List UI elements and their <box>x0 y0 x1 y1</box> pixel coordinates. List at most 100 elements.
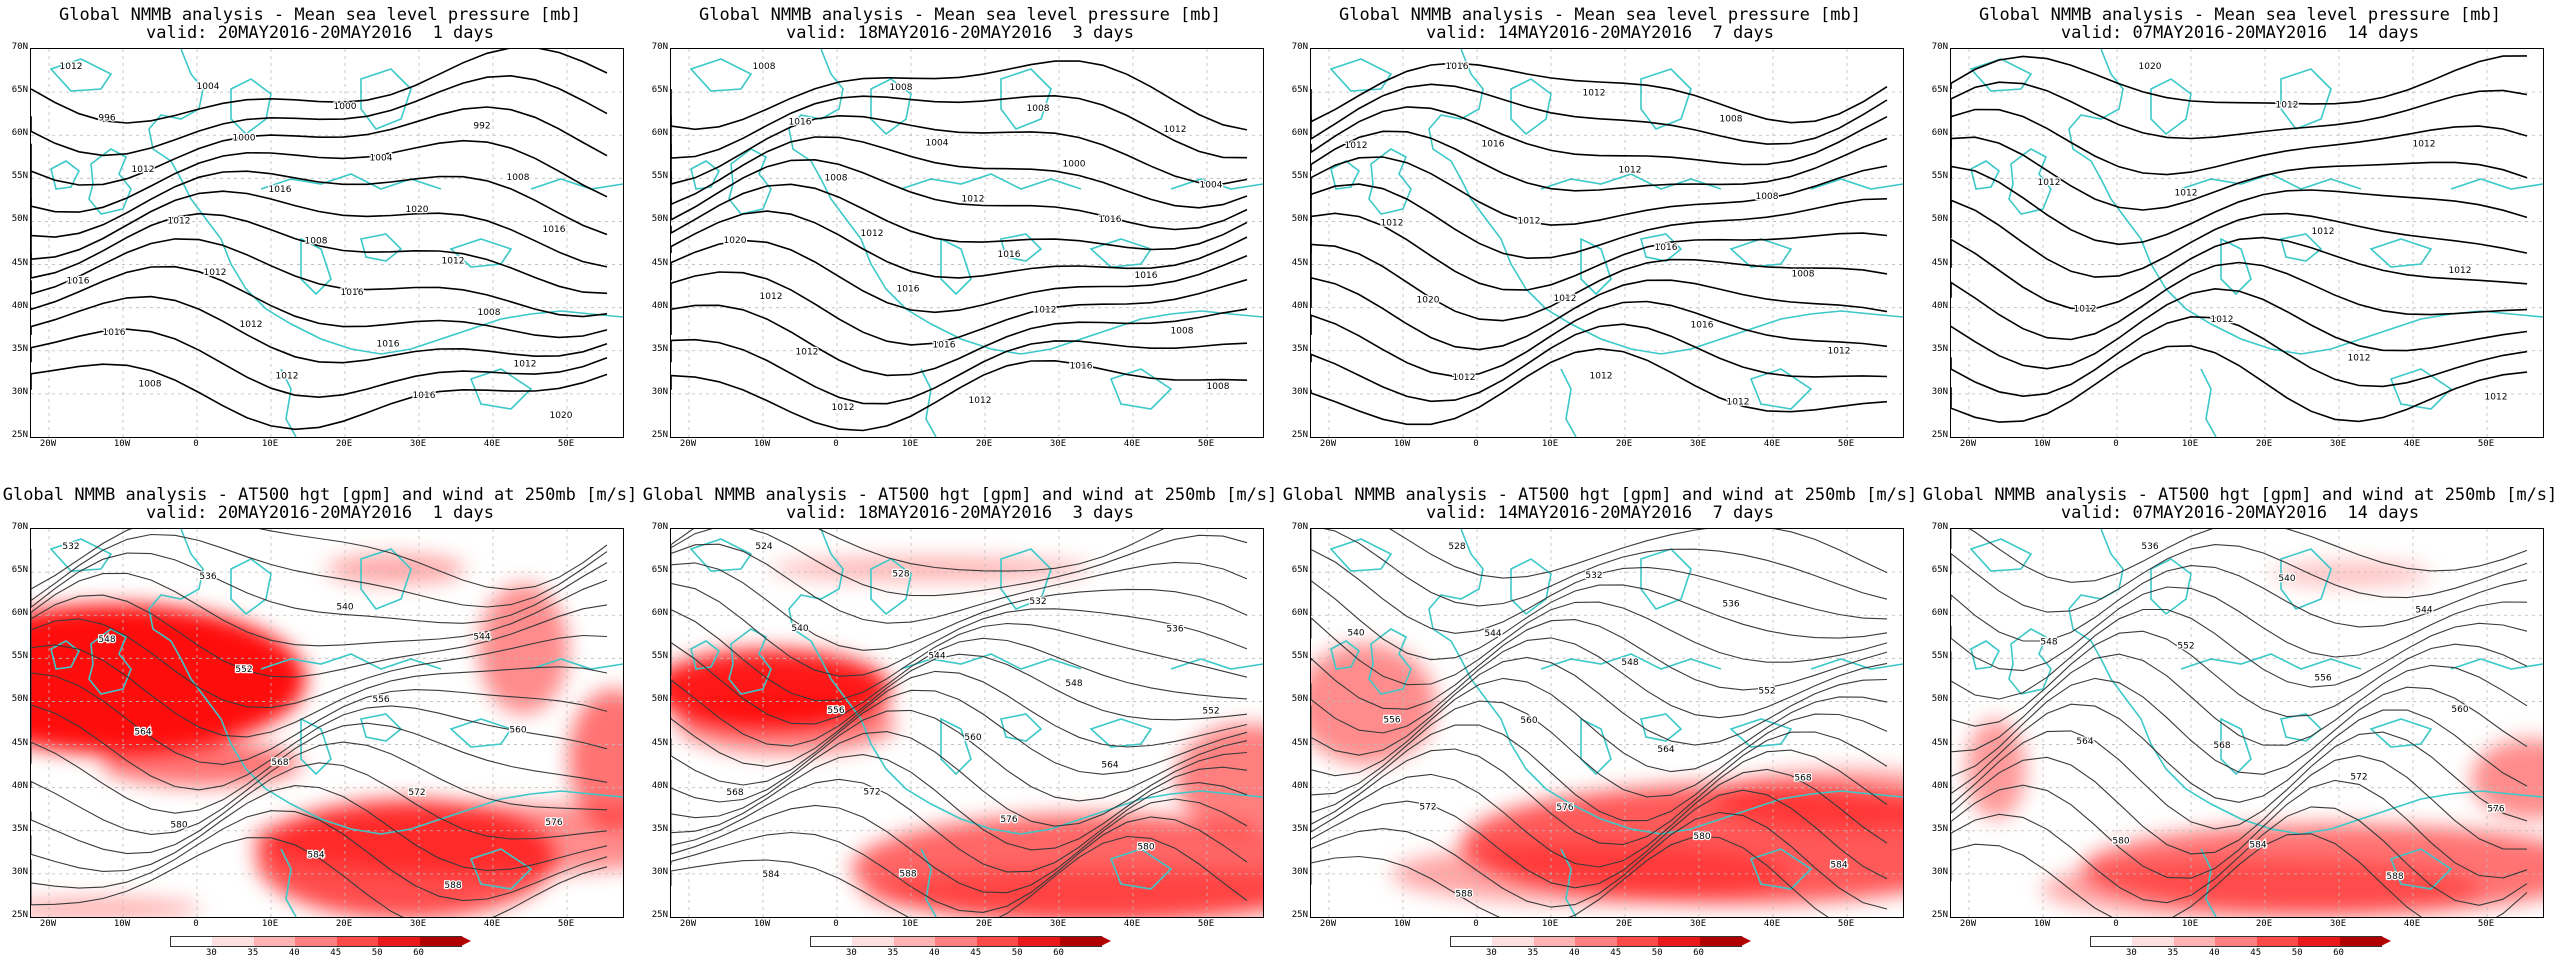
contour-label: 1016 <box>897 285 920 295</box>
lat-label: 55N <box>1291 171 1308 182</box>
contour-label: 540 <box>1347 628 1364 638</box>
contour-label: 1016 <box>1482 139 1505 149</box>
lon-label: 10E <box>1541 919 1559 929</box>
contour-label-layer: 1008 1008 1008 1012 1016 1004 1000 1004 1008 1012… <box>722 61 1231 415</box>
lat-label: 65N <box>1291 85 1308 96</box>
contour-label: 568 <box>2213 741 2230 751</box>
lon-label: 50E <box>1837 439 1855 449</box>
isoline <box>31 106 608 186</box>
lat-label: 25N <box>11 910 28 920</box>
isoline <box>671 210 1248 279</box>
colorbar-tick-label: 40 <box>928 948 940 958</box>
lon-label: 10E <box>261 439 279 449</box>
z500-panel: Global NMMB analysis - AT500 hgt [gpm] a… <box>1280 480 1920 960</box>
contour-label: 560 <box>964 733 981 743</box>
isoline <box>671 637 1248 725</box>
contour-label: 1020 <box>1417 296 1440 306</box>
lat-label: 50N <box>651 214 668 225</box>
contour-label: 556 <box>1383 715 1400 725</box>
contour-label-layer: 1012 1004 1000 992 996 1000 1004 1008 1012 1016 10… <box>58 61 574 423</box>
contour-label: 568 <box>271 758 288 768</box>
isoline <box>1311 548 1888 634</box>
lat-label: 60N <box>1931 128 1948 139</box>
contour-label: 1012 <box>796 347 819 357</box>
contour-label: 588 <box>899 870 916 880</box>
lat-label: 70N <box>1931 522 1948 532</box>
isoline <box>671 670 1248 767</box>
lat-label: 60N <box>651 608 668 619</box>
coastline <box>690 160 721 190</box>
isoline <box>1311 243 1888 322</box>
isoline <box>671 562 1248 651</box>
lon-label: 10E <box>1541 439 1559 449</box>
contour-label: 544 <box>928 651 945 661</box>
coastline <box>1109 368 1173 410</box>
coastline-layer <box>1329 529 1903 917</box>
isoline <box>671 338 1248 405</box>
contour-label: 548 <box>1065 679 1082 689</box>
colorbar-bin <box>893 937 936 946</box>
contour-label: 1016 <box>377 340 400 350</box>
contour-label-layer: 524 528 532 536 540 544 548 552 556 560 564 568 572 5… <box>725 541 1221 882</box>
mslp-panel: Global NMMB analysis - Mean sea level pr… <box>640 0 1280 480</box>
coastline <box>1368 628 1412 695</box>
coastline <box>1749 848 1813 890</box>
colorbar-scale <box>1450 936 1742 947</box>
contour-label: 532 <box>62 542 79 552</box>
coastline <box>920 368 937 437</box>
contour-label: 580 <box>170 820 187 830</box>
coastline <box>1000 68 1052 130</box>
wind-speed-region <box>1716 769 1903 829</box>
colorbar-min-arrow <box>2080 936 2090 946</box>
isoline <box>1311 183 1888 260</box>
contour-layer <box>1311 62 1888 426</box>
contour-label: 1016 <box>1655 243 1678 253</box>
colorbar-tick-label: 45 <box>2250 948 2262 958</box>
lat-label: 25N <box>651 430 668 440</box>
lon-label: 50E <box>2477 919 2495 929</box>
isoline <box>31 741 608 835</box>
wind-speed-region <box>2471 739 2543 819</box>
isoline <box>671 731 1248 827</box>
isoline <box>671 543 1248 624</box>
lat-label: 40N <box>1931 300 1948 311</box>
coastline <box>1428 49 1903 355</box>
colorbar-bin <box>2091 937 2133 946</box>
contour-label: 1020 <box>2139 62 2162 72</box>
contour-label: 536 <box>199 572 216 582</box>
colorbar-tick-label: 30 <box>206 948 217 958</box>
colorbar-bin <box>935 937 977 946</box>
contour-label: 544 <box>2415 606 2432 616</box>
coastline <box>1089 718 1153 748</box>
isoline <box>1951 529 2528 583</box>
contour-label: 536 <box>1166 624 1183 634</box>
wind-shading <box>671 557 1263 917</box>
contour-label: 1012 <box>969 396 992 406</box>
wind-speed-region <box>676 694 896 754</box>
contour-label: 1012 <box>1554 294 1577 304</box>
lat-label: 50N <box>651 694 668 705</box>
isoline <box>1311 677 1888 777</box>
contour-label: 1016 <box>1135 271 1158 281</box>
colorbar-tick-label: 60 <box>1053 948 1064 958</box>
coastline-layer <box>1969 49 2543 437</box>
lon-label: 0 <box>193 919 199 929</box>
colorbar-bin <box>2173 937 2216 946</box>
panel-valid-date: valid: 20MAY2016-20MAY2016 1 days <box>146 503 494 523</box>
isoline <box>1951 236 2528 310</box>
map-area: 1012 1004 1000 992 996 1000 1004 1008 1012 1016 10… <box>30 48 624 438</box>
lat-label: 50N <box>11 694 28 705</box>
lat-label: 60N <box>1291 128 1308 139</box>
lat-label: 60N <box>1931 608 1948 619</box>
coastline <box>2200 848 2217 917</box>
lat-label: 30N <box>1931 866 1948 877</box>
lat-label: 25N <box>1931 430 1948 440</box>
contour-label: 1016 <box>413 391 436 401</box>
map-svg: 1020 1012 1012 1012 1012 1012 1012 1012 1012 1012… <box>1951 49 2543 437</box>
contour-label-layer: 1016 1012 1008 1012 1016 1012 1008 1012 1012 1016… <box>1343 61 1851 409</box>
isoline <box>671 239 1248 314</box>
contour-label: 1012 <box>204 268 227 278</box>
coastline <box>940 237 972 296</box>
contour-label: 1012 <box>1619 166 1642 176</box>
contour-label: 552 <box>1758 687 1775 697</box>
